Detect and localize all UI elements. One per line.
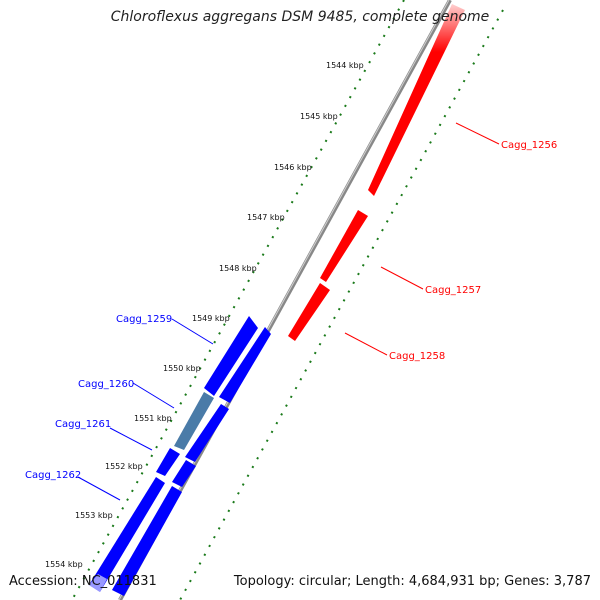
kbp-label: 1554 kbp bbox=[45, 560, 83, 569]
gene-label-cagg-1258[interactable]: Cagg_1258 bbox=[389, 351, 445, 362]
gene-arrow-cagg-1261[interactable] bbox=[156, 448, 180, 476]
leader-cagg-1256 bbox=[455, 122, 500, 145]
gene-arrow-cagg-1261-b[interactable] bbox=[172, 460, 196, 487]
leader-cagg-1262 bbox=[77, 476, 121, 501]
genome-summary-text: Topology: circular; Length: 4,684,931 bp… bbox=[233, 574, 591, 589]
gene-arrow-cagg-1260[interactable] bbox=[174, 392, 214, 450]
gene-label-cagg-1261[interactable]: Cagg_1261 bbox=[55, 419, 111, 430]
kbp-label: 1551 kbp bbox=[134, 414, 172, 423]
kbp-label: 1552 kbp bbox=[105, 462, 143, 471]
kbp-label: 1547 kbp bbox=[247, 213, 285, 222]
kbp-label: 1546 kbp bbox=[274, 163, 312, 172]
leader-cagg-1257 bbox=[380, 266, 424, 290]
leader-cagg-1260 bbox=[132, 382, 175, 409]
gene-arrow-cagg-1260-b[interactable] bbox=[185, 404, 229, 462]
gene-arrow-cagg-1258[interactable] bbox=[288, 283, 330, 341]
accession-text: Accession: NC_011831 bbox=[9, 574, 157, 589]
gene-label-cagg-1260[interactable]: Cagg_1260 bbox=[78, 379, 134, 390]
gene-label-cagg-1256[interactable]: Cagg_1256 bbox=[501, 140, 557, 151]
outer-tick-track bbox=[179, 9, 504, 600]
map-title: Chloroflexus aggregans DSM 9485, complet… bbox=[110, 9, 490, 25]
gene-arrow-cagg-1257[interactable] bbox=[320, 210, 368, 282]
gene-label-cagg-1257[interactable]: Cagg_1257 bbox=[425, 285, 481, 296]
gene-label-cagg-1259[interactable]: Cagg_1259 bbox=[116, 314, 172, 325]
gene-arrow-cagg-1262[interactable] bbox=[89, 477, 165, 592]
gene-arrow-cagg-1262-b[interactable] bbox=[112, 486, 182, 596]
gene-label-cagg-1262[interactable]: Cagg_1262 bbox=[25, 470, 81, 481]
leader-cagg-1259 bbox=[171, 318, 214, 345]
gene-arrow-cagg-1259-a[interactable] bbox=[204, 316, 258, 396]
kbp-label: 1548 kbp bbox=[219, 264, 257, 273]
kbp-label: 1550 kbp bbox=[163, 364, 201, 373]
kbp-label: 1553 kbp bbox=[75, 511, 113, 520]
kbp-label: 1545 kbp bbox=[300, 112, 338, 121]
leader-cagg-1261 bbox=[109, 427, 153, 451]
gene-arrow-cagg-1256[interactable] bbox=[368, 4, 465, 196]
kbp-label: 1549 kbp bbox=[192, 314, 230, 323]
kbp-label: 1544 kbp bbox=[326, 61, 364, 70]
leader-cagg-1258 bbox=[344, 332, 388, 356]
gene-arrow-cagg-1259-b[interactable] bbox=[219, 327, 271, 403]
inner-tick-track bbox=[71, 0, 405, 600]
